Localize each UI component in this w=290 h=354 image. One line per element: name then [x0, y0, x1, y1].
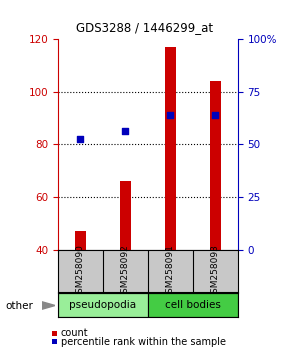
Polygon shape — [42, 302, 55, 309]
Text: GSM258092: GSM258092 — [121, 244, 130, 298]
Bar — [58, 293, 148, 317]
Text: GSM258090: GSM258090 — [76, 244, 85, 299]
Text: GSM258091: GSM258091 — [166, 244, 175, 299]
Bar — [165, 47, 176, 354]
Bar — [120, 181, 131, 354]
Bar — [75, 231, 86, 354]
Point — [168, 113, 173, 118]
Point — [213, 113, 218, 118]
Text: percentile rank within the sample: percentile rank within the sample — [61, 337, 226, 347]
Bar — [210, 81, 221, 354]
Point — [78, 136, 83, 142]
Text: count: count — [61, 329, 88, 338]
Text: other: other — [6, 301, 34, 310]
Text: GSM258093: GSM258093 — [211, 244, 220, 299]
Text: cell bodies: cell bodies — [165, 300, 221, 310]
Text: GDS3288 / 1446299_at: GDS3288 / 1446299_at — [77, 21, 213, 34]
Bar — [148, 293, 238, 317]
Text: pseudopodia: pseudopodia — [69, 300, 137, 310]
Point — [123, 128, 128, 134]
